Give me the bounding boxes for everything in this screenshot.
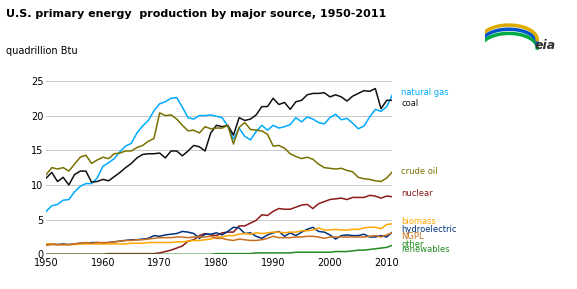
Text: eia: eia <box>535 39 556 52</box>
Text: U.S. primary energy  production by major source, 1950-2011: U.S. primary energy production by major … <box>6 9 386 19</box>
Text: biomass: biomass <box>401 217 436 226</box>
Text: quadrillion Btu: quadrillion Btu <box>6 46 77 56</box>
Text: crude oil: crude oil <box>401 167 437 176</box>
Text: nuclear: nuclear <box>401 189 433 198</box>
Text: NGPL: NGPL <box>401 232 424 241</box>
Text: renewables: renewables <box>401 245 449 254</box>
Text: coal: coal <box>401 99 418 108</box>
Text: other: other <box>401 240 424 249</box>
Text: natural gas: natural gas <box>401 88 449 97</box>
Text: hydroelectric: hydroelectric <box>401 225 456 234</box>
